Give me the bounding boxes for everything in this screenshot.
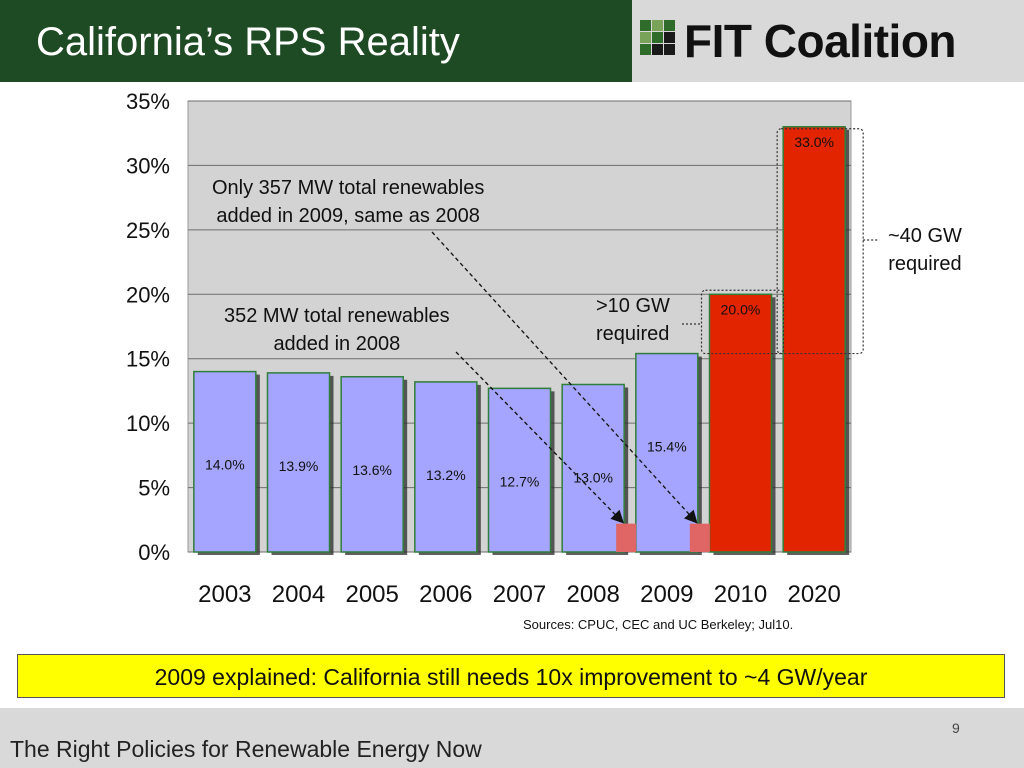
- title-bar: California’s RPS Reality: [0, 0, 632, 82]
- page-number: 9: [952, 720, 960, 736]
- arrow-2009: [431, 231, 698, 524]
- x-tick-label: 2007: [493, 581, 546, 608]
- x-tick-label: 2008: [566, 581, 619, 608]
- annotation-10gw-line2: required: [596, 323, 670, 345]
- x-tick-label: 2005: [345, 581, 398, 608]
- sources-note: Sources: CPUC, CEC and UC Berkeley; Jul1…: [523, 617, 794, 632]
- summary-banner-text: 2009 explained: California still needs 1…: [154, 664, 868, 690]
- logo-wordmark: FIT Coalition: [684, 15, 957, 67]
- footer-tagline: The Right Policies for Renewable Energy …: [10, 736, 482, 762]
- data-label: 14.0%: [205, 457, 245, 473]
- bracket-2010: [700, 289, 785, 355]
- data-label: 15.4%: [647, 439, 687, 455]
- added-segment-2008: [616, 523, 637, 552]
- slide-title: California’s RPS Reality: [36, 20, 460, 64]
- footer-bar: 9 The Right Policies for Renewable Energ…: [0, 708, 1024, 768]
- x-tick-label: 2010: [714, 581, 767, 608]
- y-tick-label: 0%: [138, 540, 170, 565]
- x-tick-label: 2004: [272, 581, 325, 608]
- data-label: 20.0%: [721, 301, 761, 317]
- y-tick-label: 5%: [138, 476, 170, 501]
- annotation-40gw-line1: ~40 GW: [888, 225, 962, 247]
- data-label: 33.0%: [794, 134, 834, 150]
- x-tick-label: 2006: [419, 581, 472, 608]
- x-tick-label: 2020: [787, 581, 840, 608]
- annotation-2008: 352 MW total renewables added in 2008: [224, 302, 450, 358]
- annotation-10gw-line1: >10 GW: [596, 295, 670, 317]
- annotation-40gw: ~40 GW required: [888, 222, 962, 278]
- y-tick-label: 20%: [126, 282, 170, 307]
- y-tick-label: 25%: [126, 218, 170, 243]
- arrow-2008: [455, 351, 624, 524]
- bar-2005: [340, 376, 404, 553]
- annotation-2008-line2: added in 2008: [273, 333, 401, 355]
- bar-2010: [708, 293, 773, 553]
- annotation-2009: Only 357 MW total renewables added in 20…: [212, 174, 484, 230]
- bar-2003: [193, 370, 257, 553]
- y-tick-label: 10%: [126, 411, 170, 436]
- data-label: 12.7%: [500, 473, 540, 489]
- data-label: 13.6%: [352, 462, 392, 478]
- annotation-2009-line2: added in 2009, same as 2008: [216, 205, 480, 227]
- bar-2004: [266, 372, 331, 553]
- summary-banner: 2009 explained: California still needs 1…: [17, 654, 1005, 698]
- data-label: 13.9%: [279, 458, 319, 474]
- annotation-10gw: >10 GW required: [596, 292, 670, 348]
- annotation-2009-line1: Only 357 MW total renewables: [212, 177, 485, 199]
- bar-2007: [487, 387, 552, 553]
- y-tick-label: 15%: [126, 347, 170, 372]
- annotation-2008-line1: 352 MW total renewables: [224, 305, 450, 327]
- data-label: 13.2%: [426, 467, 466, 483]
- y-tick-label: 35%: [126, 89, 170, 114]
- added-segment-2009: [689, 523, 710, 552]
- bracket-2020: [776, 128, 864, 355]
- bar-2008: [561, 383, 625, 553]
- fit-logo-icon: [640, 20, 675, 55]
- x-tick-label: 2003: [198, 581, 251, 608]
- y-tick-label: 30%: [126, 153, 170, 178]
- logo-area: FIT Coalition: [632, 0, 1024, 82]
- annotation-40gw-line2: required: [888, 253, 962, 275]
- bar-2006: [414, 381, 478, 553]
- rps-bar-chart: 0% 5% 10% 15% 20% 25% 30% 35% 14.0% 2003 13.9% 2004…: [126, 89, 878, 608]
- x-tick-label: 2009: [640, 581, 693, 608]
- bar-2020: [782, 126, 846, 553]
- data-label: 13.0%: [573, 469, 613, 485]
